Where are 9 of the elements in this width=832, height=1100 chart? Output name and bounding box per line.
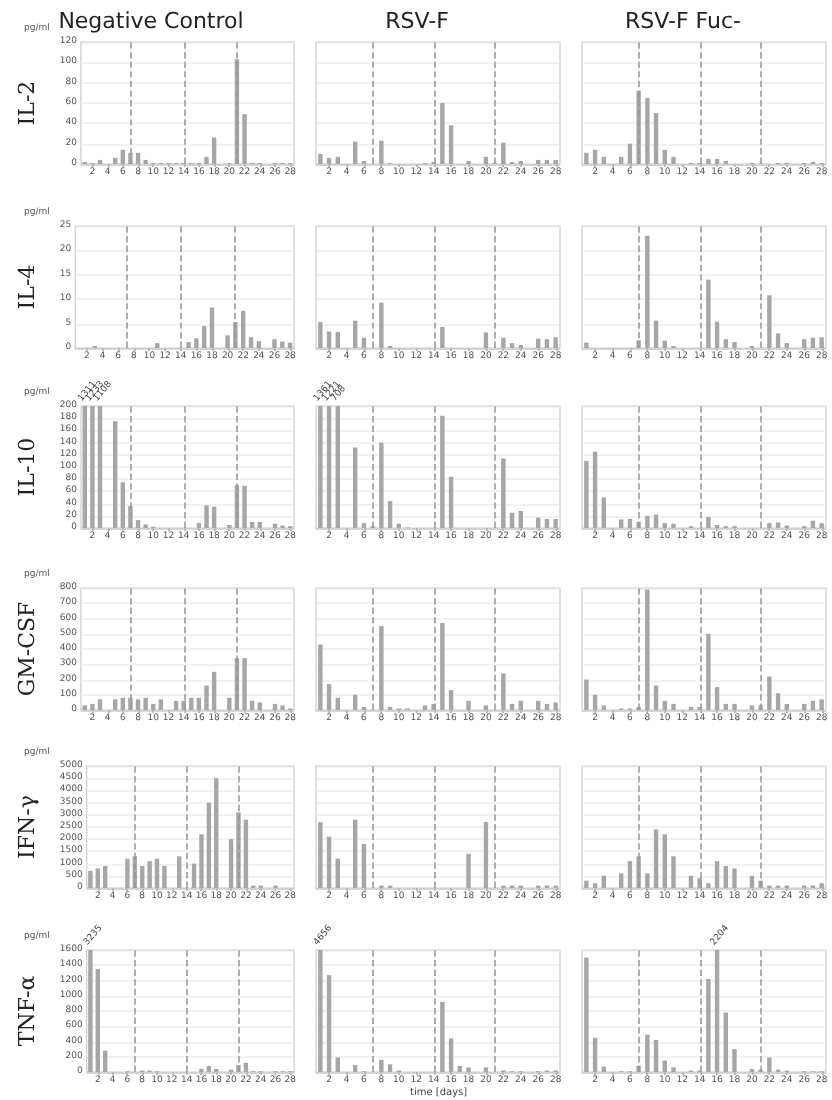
y-axis-title: IL-10 <box>14 437 40 497</box>
chart-title: RSV-F <box>385 8 449 34</box>
y-axis-title: TNF-α <box>14 974 40 1047</box>
chart-title: RSV-F Fuc- <box>624 8 742 34</box>
chart-title: Negative Control <box>58 8 244 34</box>
y-axis-title: IL-4 <box>14 264 40 310</box>
y-axis-title: IFN-γ <box>14 794 40 859</box>
y-axis-title: GM-CSF <box>14 600 40 697</box>
y-axis-title: IL-2 <box>14 80 40 126</box>
